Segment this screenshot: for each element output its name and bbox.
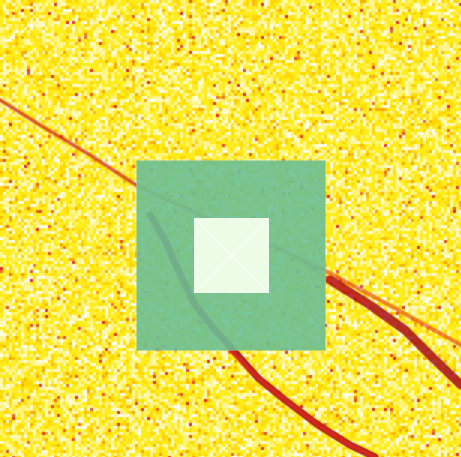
selection-diagonal-line (195, 219, 268, 292)
selection-inner-fill (195, 219, 268, 292)
selection-inner-box[interactable] (194, 218, 269, 293)
